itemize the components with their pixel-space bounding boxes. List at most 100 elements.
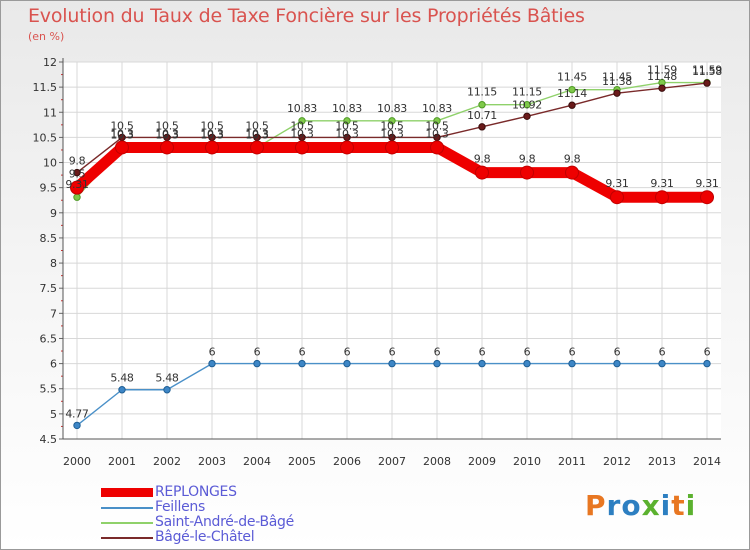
- data-label: 10.3: [200, 127, 224, 140]
- data-label: 10.83: [422, 102, 452, 115]
- data-label: 9.8: [564, 153, 581, 166]
- data-label: 4.77: [65, 407, 89, 420]
- x-tick-label: 2010: [513, 455, 541, 468]
- legend-swatch: [101, 536, 153, 539]
- brand-letter: i: [660, 489, 672, 522]
- data-label: 11.59: [692, 64, 722, 77]
- data-point: [478, 359, 486, 368]
- data-label: 10.3: [200, 128, 224, 141]
- data-label: 9.31: [695, 177, 718, 190]
- data-label: 10.83: [377, 102, 407, 115]
- data-point: [340, 140, 354, 155]
- data-point: [478, 123, 486, 131]
- data-label: 5.48: [155, 372, 179, 385]
- y-tick-label: 7.5: [40, 282, 58, 295]
- data-point: [388, 117, 396, 125]
- data-point: [703, 359, 711, 368]
- data-point: [205, 140, 219, 155]
- x-tick-label: 2005: [288, 455, 316, 468]
- data-label: 10.3: [335, 127, 359, 140]
- data-label: 10.5: [110, 119, 134, 132]
- data-label: 10.3: [110, 128, 134, 141]
- x-tick-label: 2002: [153, 455, 181, 468]
- data-point: [388, 359, 396, 368]
- legend-label: Bâgé-le-Châtel: [155, 529, 255, 545]
- x-tick-label: 2011: [558, 455, 586, 468]
- data-point: [613, 89, 621, 97]
- x-tick-label: 2004: [243, 455, 271, 468]
- data-point: [430, 140, 444, 155]
- y-tick-label: 7: [50, 307, 57, 320]
- data-label: 6: [254, 346, 261, 359]
- data-label: 10.5: [245, 119, 269, 132]
- data-label: 9.8: [69, 155, 86, 168]
- brand-letter: i: [685, 489, 697, 522]
- data-point: [208, 359, 216, 368]
- data-label: 11.15: [467, 86, 497, 99]
- x-tick-label: 2007: [378, 455, 406, 468]
- data-point: [523, 112, 531, 120]
- data-point: [565, 165, 579, 180]
- data-label: 6: [389, 346, 396, 359]
- y-tick-label: 12: [43, 56, 57, 69]
- data-point: [700, 190, 714, 205]
- data-point: [523, 359, 531, 368]
- y-tick-label: 4.5: [40, 433, 58, 446]
- data-label: 10.5: [425, 119, 449, 132]
- chart-legend: REPLONGES Feillens Saint-André-de-Bâgé B…: [101, 485, 294, 545]
- data-point: [343, 117, 351, 125]
- y-tick-label: 8: [50, 257, 57, 270]
- data-label: 10.83: [332, 102, 362, 115]
- legend-swatch: [101, 488, 153, 497]
- data-point: [613, 359, 621, 368]
- data-label: 10.5: [290, 119, 314, 132]
- data-label: 10.3: [425, 127, 449, 140]
- x-tick-label: 2009: [468, 455, 496, 468]
- brand-letter: P: [585, 489, 607, 522]
- data-point: [568, 359, 576, 368]
- legend-swatch: [101, 506, 153, 509]
- data-point: [160, 140, 174, 155]
- legend-swatch: [101, 521, 153, 524]
- data-point: [658, 359, 666, 368]
- data-label: 10.3: [155, 128, 179, 141]
- legend-label: Feillens: [155, 499, 205, 515]
- data-point: [73, 193, 81, 201]
- y-tick-label: 11.5: [33, 81, 58, 94]
- data-point: [610, 190, 624, 205]
- data-label: 9.31: [65, 178, 88, 191]
- y-tick-label: 8.5: [40, 232, 58, 245]
- brand-logo[interactable]: Proxiti: [585, 489, 696, 522]
- data-label: 10.3: [155, 127, 179, 140]
- brand-letter: x: [641, 489, 661, 522]
- data-label: 10.5: [155, 119, 179, 132]
- x-tick-label: 2014: [693, 455, 721, 468]
- data-point: [568, 85, 576, 94]
- data-label: 6: [344, 346, 351, 359]
- x-tick-label: 2000: [63, 455, 91, 468]
- legend-label: Saint-André-de-Bâgé: [155, 514, 294, 530]
- brand-letter: t: [671, 489, 686, 522]
- legend-item-saint-andre-de-bage[interactable]: Saint-André-de-Bâgé: [101, 515, 294, 530]
- data-point: [298, 117, 306, 125]
- data-label: 5.48: [110, 372, 134, 385]
- x-tick-label: 2003: [198, 455, 226, 468]
- data-label: 11.45: [602, 71, 632, 84]
- chart-unit-label: (en %): [28, 30, 65, 43]
- data-point: [73, 421, 81, 430]
- data-point: [655, 190, 669, 205]
- legend-item-feillens[interactable]: Feillens: [101, 500, 294, 515]
- data-point: [250, 140, 264, 155]
- data-point: [475, 165, 489, 180]
- data-point: [70, 180, 84, 195]
- y-tick-label: 6.5: [40, 332, 58, 345]
- data-label: 6: [479, 346, 486, 359]
- legend-item-replonges[interactable]: REPLONGES: [101, 485, 294, 500]
- legend-item-bage-le-chatel[interactable]: Bâgé-le-Châtel: [101, 530, 294, 545]
- data-point: [298, 359, 306, 368]
- brand-letter: o: [621, 489, 642, 522]
- data-label: 9.8: [519, 153, 536, 166]
- data-label: 10.71: [467, 109, 497, 122]
- data-point: [520, 165, 534, 180]
- data-label: 6: [209, 346, 216, 359]
